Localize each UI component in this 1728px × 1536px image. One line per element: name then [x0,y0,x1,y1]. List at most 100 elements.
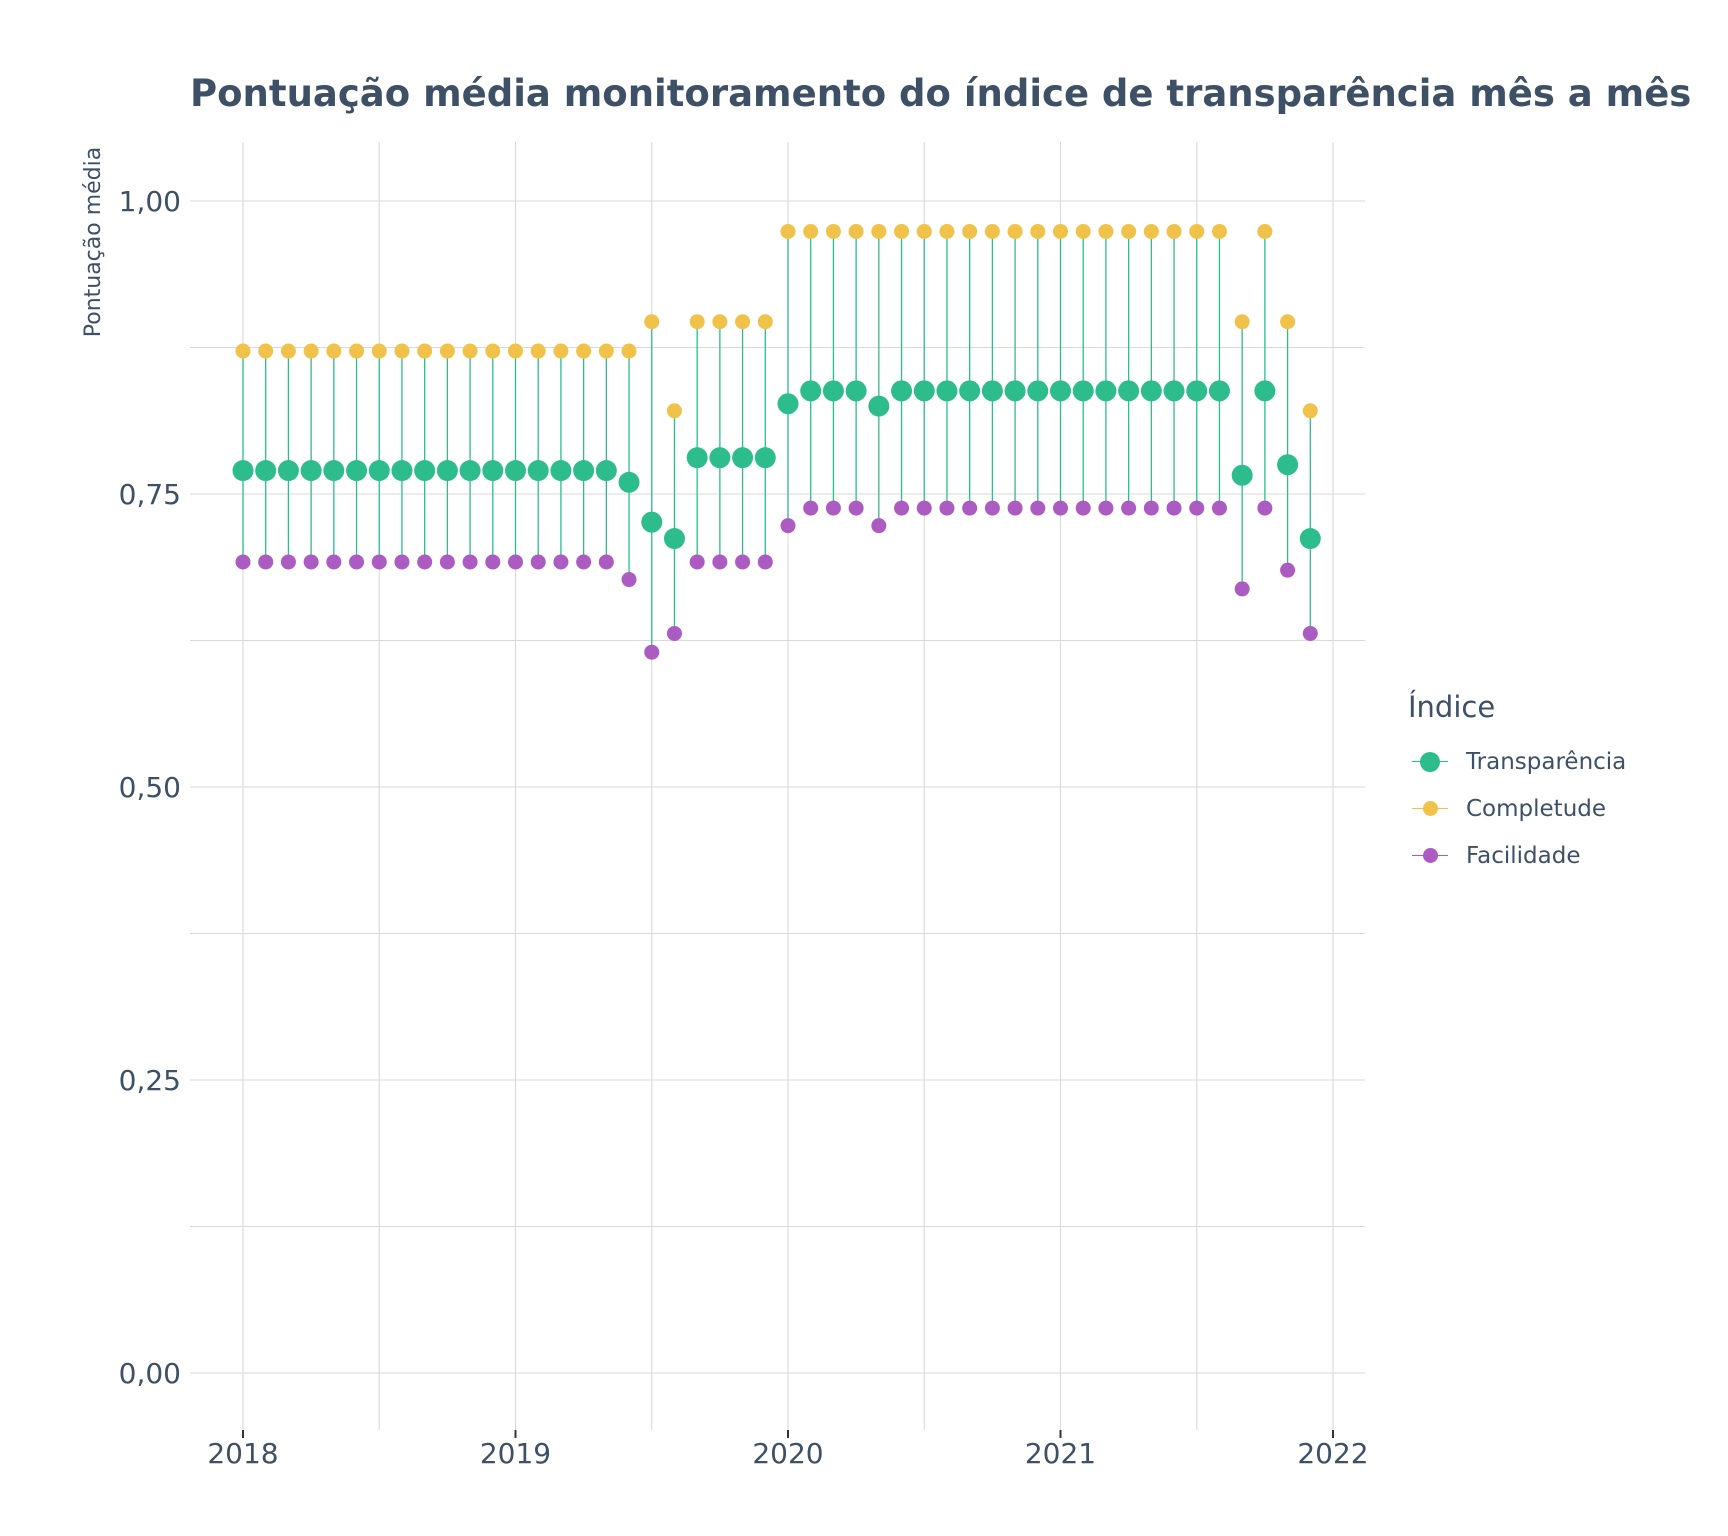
transparencia-point [1277,454,1299,476]
completude-point [576,343,592,359]
transparencia-point [300,460,322,482]
legend-item-transparencia[interactable]: Transparência [1408,738,1626,785]
facilidade-point [303,554,319,570]
legend: Índice Transparência Completude Facilida… [1408,690,1626,879]
completude-point [508,343,523,359]
completude-point [1280,314,1296,330]
facilidade-point [939,500,955,516]
x-tick-label: 2021 [1025,1437,1096,1470]
completude-point [1302,403,1318,419]
completude-point [417,343,433,359]
facilidade-point [1075,500,1091,516]
transparencia-point [822,380,844,402]
transparencia-point [1254,380,1276,402]
transparencia-point [573,460,595,482]
completude-point [757,314,773,330]
transparencia-point [505,460,526,482]
transparencia-point [1163,380,1185,402]
y-tick-label: 1,00 [119,185,181,218]
facilidade-point [235,554,251,570]
x-tick-label: 2019 [480,1437,551,1470]
transparencia-point [1072,380,1094,402]
x-tick-label: 2018 [207,1437,278,1470]
transparencia-point [936,380,958,402]
legend-label-transparencia: Transparência [1466,748,1627,775]
facilidade-point [530,554,546,570]
facilidade-point [666,625,682,641]
transparencia-point [845,380,867,402]
x-tick-label: 2020 [752,1437,823,1470]
facilidade-point [871,518,887,534]
completude-point [598,343,614,359]
transparencia-point [754,447,776,469]
transparencia-point [800,380,822,402]
completude-point [712,314,728,330]
transparencia-point [368,460,390,482]
transparencia-point [277,460,299,482]
completude-point [1166,223,1182,239]
facilidade-point [689,554,705,570]
transparencia-point [232,460,254,482]
transparencia-point [550,460,572,482]
transparencia-point [595,460,617,482]
transparencia-point [1050,380,1071,402]
transparencia-point [1118,380,1140,402]
completude-point [984,223,1000,239]
transparencia-point [436,460,458,482]
facilidade-point [1053,500,1068,516]
completude-point [621,343,637,359]
completude-point [1211,223,1227,239]
completude-point [1121,223,1137,239]
legend-key-facilidade [1408,844,1452,868]
x-tick-label: 2022 [1297,1437,1368,1470]
completude-point [644,314,660,330]
facilidade-point [803,500,819,516]
facilidade-point [553,554,569,570]
completude-point [258,343,274,359]
completude-point [803,223,819,239]
completude-point [326,343,342,359]
facilidade-point [1257,500,1273,516]
completude-point [848,223,864,239]
facilidade-point [1189,500,1205,516]
completude-point [689,314,705,330]
y-tick-label: 0,25 [119,1064,181,1097]
completude-point [825,223,841,239]
facilidade-point [962,500,978,516]
facilidade-point [1166,500,1182,516]
transparencia-point [709,447,731,469]
transparencia-point [981,380,1003,402]
legend-item-completude[interactable]: Completude [1408,785,1626,832]
facilidade-point [394,554,410,570]
legend-label-completude: Completude [1466,795,1607,822]
transparencia-point [1231,464,1253,486]
completude-point [780,223,796,239]
facilidade-point [326,554,342,570]
transparencia-point [346,460,368,482]
legend-item-facilidade[interactable]: Facilidade [1408,832,1626,879]
completude-point [349,343,365,359]
legend-key-transparencia [1408,750,1452,774]
transparencia-point [777,393,799,415]
facilidade-point [621,572,637,588]
legend-label-facilidade: Facilidade [1466,842,1581,869]
completude-point [871,223,887,239]
facilidade-point [576,554,592,570]
transparencia-point [1027,380,1049,402]
completude-point [735,314,751,330]
facilidade-point [485,554,501,570]
completude-point [1257,223,1273,239]
y-axis-label: Pontuação média [81,147,106,338]
facilidade-point [894,500,910,516]
legend-title: Índice [1408,690,1496,724]
y-tick-label: 0,75 [119,478,181,511]
facilidade-point [1211,500,1227,516]
transparencia-point [482,460,504,482]
facilidade-point [644,644,660,660]
completude-point [394,343,410,359]
facilidade-point [1098,500,1114,516]
facilidade-point [417,554,433,570]
facilidade-point [280,554,296,570]
completude-point [1030,223,1046,239]
